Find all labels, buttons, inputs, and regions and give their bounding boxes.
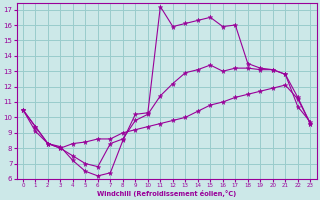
X-axis label: Windchill (Refroidissement éolien,°C): Windchill (Refroidissement éolien,°C)	[97, 190, 236, 197]
